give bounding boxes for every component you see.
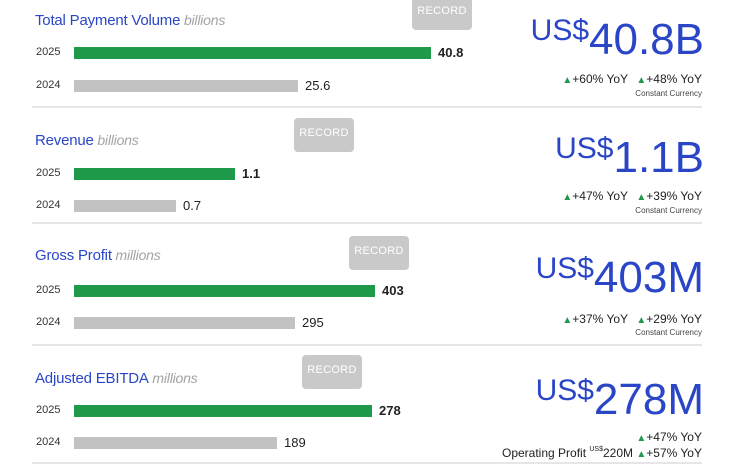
bar-2025 [74, 285, 375, 297]
yoy-value: +57% YoY [646, 446, 702, 460]
record-badge: RECORD [302, 355, 362, 389]
panel-divider [32, 344, 702, 346]
operating-profit-line: Operating Profit US$220M ▲+57% YoY [502, 446, 702, 460]
up-triangle-icon: ▲ [636, 433, 647, 444]
yoy-value: +47% YoY [572, 189, 629, 203]
panel-unit: millions [111, 247, 161, 263]
up-triangle-icon: ▲ [636, 449, 647, 460]
yoy-value: +37% YoY [572, 312, 629, 326]
record-badge: RECORD [349, 236, 409, 270]
constant-currency-note: Constant Currency [635, 89, 702, 98]
panel-divider [32, 222, 702, 224]
constant-currency-note: Constant Currency [635, 206, 702, 215]
panel-divider [32, 106, 702, 108]
yoy-line: ▲+47% YoY ▲+39% YoY [562, 189, 702, 203]
yoy-line: ▲+60% YoY ▲+48% YoY [562, 72, 702, 86]
bar-2024 [74, 200, 176, 212]
yoy-value: +60% YoY [572, 72, 629, 86]
up-triangle-icon: ▲ [562, 192, 573, 203]
headline-number: 403M [593, 253, 704, 302]
year-label: 2024 [36, 316, 61, 328]
up-triangle-icon: ▲ [628, 75, 647, 86]
headline-value: US$1.1B [555, 133, 704, 182]
bar-value-label: 40.8 [438, 45, 464, 60]
year-label: 2025 [36, 284, 61, 296]
year-label: 2024 [36, 436, 61, 448]
panel-unit: millions [148, 370, 198, 386]
bar-value-label: 295 [302, 315, 324, 330]
headline-number: 1.1B [613, 133, 704, 182]
bar-2024 [74, 80, 298, 92]
yoy-value: +47% YoY [646, 430, 702, 444]
bar-value-label: 403 [382, 283, 404, 298]
panel-title: Gross Profit millions [35, 247, 161, 264]
bar-2024 [74, 437, 277, 449]
headline-currency: US$ [530, 14, 590, 47]
constant-currency-note: Constant Currency [635, 328, 702, 337]
up-triangle-icon: ▲ [562, 75, 573, 86]
headline-currency: US$ [535, 252, 594, 285]
record-badge: RECORD [412, 0, 472, 30]
operating-profit-label: Operating Profit [502, 446, 590, 460]
year-label: 2025 [36, 46, 61, 58]
bar-value-label: 1.1 [242, 166, 261, 181]
up-triangle-icon: ▲ [628, 315, 647, 326]
bar-2024 [74, 317, 295, 329]
operating-profit-currency: US$ [589, 446, 603, 453]
headline-currency: US$ [535, 374, 594, 407]
headline-value: US$278M [536, 375, 704, 424]
yoy-line: ▲+47% YoY [636, 430, 702, 444]
panel-title-text: Revenue [35, 132, 94, 149]
year-label: 2025 [36, 404, 61, 416]
yoy-value: +39% YoY [646, 189, 702, 203]
up-triangle-icon: ▲ [628, 192, 647, 203]
panel-title: Revenue billions [35, 132, 139, 149]
headline-currency: US$ [555, 132, 614, 165]
panel-title-text: Total Payment Volume [35, 12, 181, 29]
bar-value-label: 25.6 [305, 78, 331, 93]
headline-value: US$403M [536, 253, 704, 302]
operating-profit-value: 220M [603, 446, 637, 460]
bar-value-label: 278 [379, 403, 401, 418]
record-badge: RECORD [294, 118, 354, 152]
panel-title-text: Adjusted EBITDA [35, 370, 149, 387]
panel-title-text: Gross Profit [35, 247, 112, 264]
panel-unit: billions [93, 132, 139, 148]
bar-value-label: 0.7 [183, 198, 202, 213]
bar-2025 [74, 47, 431, 59]
panel-title: Adjusted EBITDA millions [35, 370, 198, 387]
yoy-value: +29% YoY [646, 312, 702, 326]
bar-2025 [74, 405, 372, 417]
year-label: 2025 [36, 167, 61, 179]
panel-title: Total Payment Volume billions [35, 12, 225, 29]
headline-number: 40.8B [589, 15, 704, 64]
headline-value: US$40.8B [531, 15, 704, 64]
yoy-line: ▲+37% YoY ▲+29% YoY [562, 312, 702, 326]
up-triangle-icon: ▲ [562, 315, 573, 326]
bar-value-label: 189 [284, 435, 306, 450]
yoy-value: +48% YoY [646, 72, 702, 86]
panel-divider [32, 462, 702, 464]
bar-2025 [74, 168, 235, 180]
headline-number: 278M [593, 375, 704, 424]
year-label: 2024 [36, 199, 61, 211]
year-label: 2024 [36, 79, 61, 91]
panel-unit: billions [180, 12, 226, 28]
